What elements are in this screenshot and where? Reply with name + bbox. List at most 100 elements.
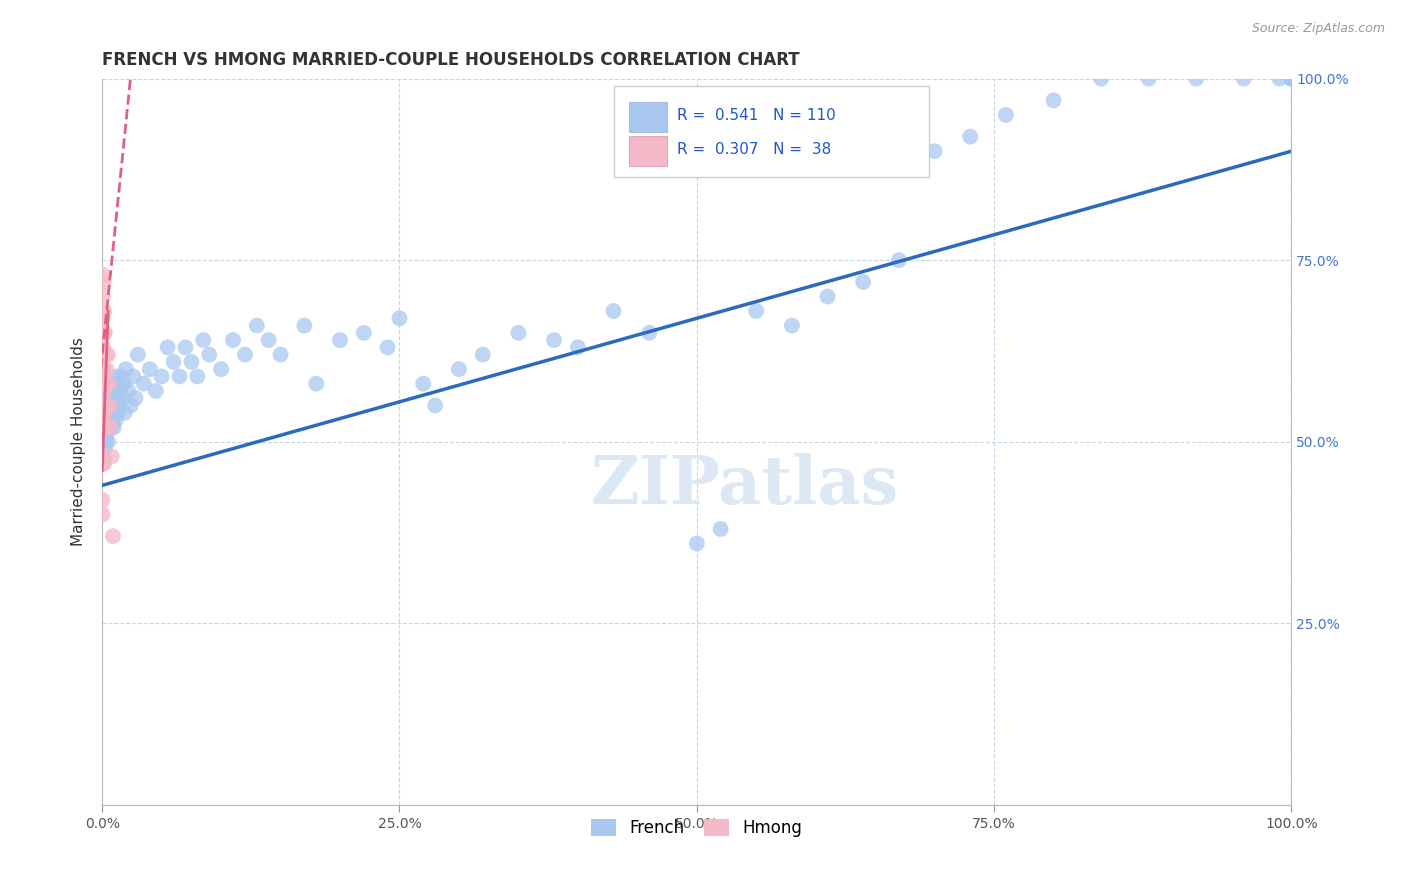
Text: ZIPatlas: ZIPatlas [591, 453, 898, 518]
Point [150, 369, 173, 384]
Point [98, 406, 121, 420]
Point [94, 406, 117, 420]
Point [93, 304, 115, 318]
Point [101, 406, 124, 420]
Point [246, 318, 269, 333]
Point [91, 457, 114, 471]
Point [107, 406, 129, 420]
Point [107, 376, 129, 391]
Point [93, 406, 115, 420]
Point [91, 289, 114, 303]
Point [97, 399, 120, 413]
Point [257, 333, 280, 347]
Point [1279, 71, 1302, 86]
Point [270, 348, 292, 362]
Point [105, 369, 128, 384]
Point [100, 399, 122, 413]
Point [686, 536, 709, 550]
Text: R =  0.307   N =  38: R = 0.307 N = 38 [676, 142, 831, 157]
Point [567, 340, 589, 354]
Point [94, 420, 117, 434]
Point [132, 376, 155, 391]
Point [959, 129, 981, 144]
Point [209, 362, 232, 376]
Point [93, 413, 115, 427]
Point [93, 450, 115, 464]
Point [93, 457, 115, 471]
Point [91, 420, 114, 434]
Point [103, 420, 125, 434]
Point [93, 399, 115, 413]
Text: FRENCH VS HMONG MARRIED-COUPLE HOUSEHOLDS CORRELATION CHART: FRENCH VS HMONG MARRIED-COUPLE HOUSEHOLD… [103, 51, 800, 69]
Point [97, 406, 120, 420]
Text: R =  0.541   N = 110: R = 0.541 N = 110 [676, 108, 835, 123]
Point [1137, 71, 1160, 86]
Point [120, 399, 142, 413]
Point [94, 376, 117, 391]
Point [103, 376, 125, 391]
Point [91, 508, 114, 522]
Point [543, 333, 565, 347]
Point [425, 399, 447, 413]
Point [104, 413, 127, 427]
Point [101, 384, 124, 398]
FancyBboxPatch shape [628, 102, 666, 132]
Point [93, 450, 115, 464]
Point [412, 376, 434, 391]
Point [93, 275, 115, 289]
Point [638, 326, 661, 340]
Point [122, 369, 145, 384]
Point [97, 348, 120, 362]
Point [105, 391, 128, 405]
Point [93, 362, 115, 376]
Point [353, 326, 375, 340]
Point [156, 340, 179, 354]
FancyBboxPatch shape [628, 136, 666, 167]
Point [114, 406, 136, 420]
Point [100, 384, 122, 398]
Point [508, 326, 530, 340]
Point [94, 399, 117, 413]
Point [1279, 71, 1302, 86]
Point [233, 348, 256, 362]
Point [96, 413, 118, 427]
Point [96, 362, 118, 376]
Point [97, 413, 120, 427]
Point [93, 406, 115, 420]
Point [162, 355, 184, 369]
Point [305, 376, 328, 391]
Point [91, 420, 114, 434]
Y-axis label: Married-couple Households: Married-couple Households [72, 337, 86, 546]
Point [96, 427, 118, 442]
Point [91, 492, 114, 507]
Point [111, 391, 134, 405]
Point [110, 369, 132, 384]
Point [96, 376, 118, 391]
Point [193, 333, 215, 347]
Point [100, 420, 122, 434]
Point [97, 434, 120, 449]
Point [117, 384, 139, 398]
Point [180, 355, 202, 369]
Point [98, 384, 121, 398]
Point [112, 376, 135, 391]
Point [887, 253, 910, 268]
Point [97, 391, 120, 405]
Point [104, 384, 127, 398]
Point [98, 413, 121, 427]
Point [104, 399, 127, 413]
Point [91, 399, 114, 413]
Point [292, 318, 315, 333]
Point [93, 413, 115, 427]
Point [91, 434, 114, 449]
Point [169, 369, 191, 384]
Point [91, 268, 114, 282]
Point [817, 289, 839, 303]
Point [108, 384, 131, 398]
Point [98, 399, 121, 413]
Point [709, 522, 731, 536]
Point [94, 326, 117, 340]
Point [94, 399, 117, 413]
Point [94, 420, 117, 434]
Point [94, 434, 117, 449]
